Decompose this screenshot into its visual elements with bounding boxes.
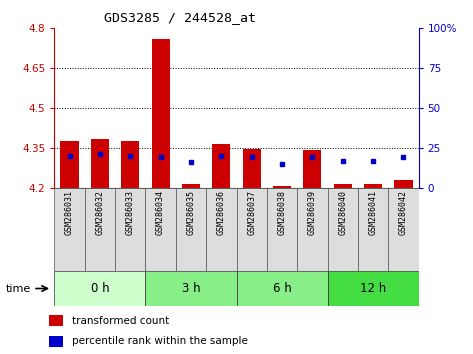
- Bar: [364, 184, 382, 188]
- Bar: [236, 271, 327, 306]
- Bar: [49, 315, 63, 326]
- Text: percentile rank within the sample: percentile rank within the sample: [72, 336, 248, 346]
- Bar: [176, 188, 206, 271]
- Bar: [273, 186, 291, 188]
- Bar: [267, 188, 297, 271]
- Bar: [206, 188, 236, 271]
- Text: GSM286037: GSM286037: [247, 190, 256, 235]
- Bar: [91, 138, 109, 188]
- Bar: [327, 271, 419, 306]
- Bar: [212, 144, 230, 188]
- Bar: [54, 188, 85, 271]
- Text: GSM286040: GSM286040: [338, 190, 347, 235]
- Text: GSM286035: GSM286035: [186, 190, 195, 235]
- Bar: [297, 188, 327, 271]
- Text: GDS3285 / 244528_at: GDS3285 / 244528_at: [104, 11, 256, 24]
- Text: GSM286036: GSM286036: [217, 190, 226, 235]
- Bar: [85, 188, 115, 271]
- Bar: [358, 188, 388, 271]
- Text: GSM286033: GSM286033: [126, 190, 135, 235]
- Bar: [145, 188, 176, 271]
- Text: GSM286042: GSM286042: [399, 190, 408, 235]
- Text: 6 h: 6 h: [272, 282, 291, 295]
- Bar: [333, 184, 352, 188]
- Bar: [49, 336, 63, 347]
- Text: transformed count: transformed count: [72, 316, 169, 326]
- Text: GSM286031: GSM286031: [65, 190, 74, 235]
- Bar: [388, 188, 419, 271]
- Text: time: time: [6, 284, 31, 293]
- Bar: [394, 179, 412, 188]
- Text: GSM286038: GSM286038: [278, 190, 287, 235]
- Bar: [243, 149, 261, 188]
- Text: 12 h: 12 h: [360, 282, 386, 295]
- Text: 3 h: 3 h: [182, 282, 200, 295]
- Text: GSM286032: GSM286032: [96, 190, 105, 235]
- Text: GSM286039: GSM286039: [308, 190, 317, 235]
- Text: GSM286041: GSM286041: [368, 190, 377, 235]
- Text: GSM286034: GSM286034: [156, 190, 165, 235]
- Bar: [182, 184, 200, 188]
- Bar: [145, 271, 236, 306]
- Bar: [115, 188, 146, 271]
- Bar: [151, 39, 170, 188]
- Bar: [303, 150, 322, 188]
- Bar: [327, 188, 358, 271]
- Bar: [236, 188, 267, 271]
- Bar: [121, 141, 140, 188]
- Bar: [54, 271, 146, 306]
- Text: 0 h: 0 h: [91, 282, 109, 295]
- Bar: [61, 141, 79, 188]
